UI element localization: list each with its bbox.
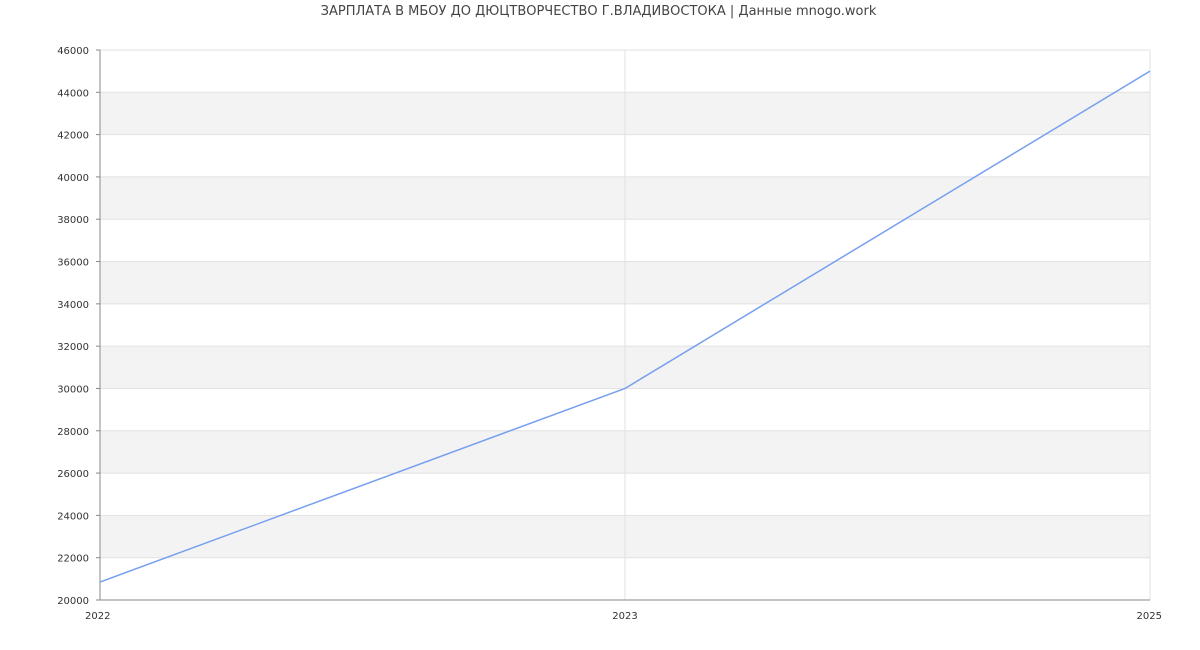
y-tick-label: 36000 bbox=[57, 258, 89, 269]
x-tick-label: 2022 bbox=[85, 611, 110, 622]
y-tick-label: 20000 bbox=[57, 596, 89, 607]
y-tick-label: 38000 bbox=[57, 215, 89, 226]
y-tick-label: 30000 bbox=[57, 384, 89, 395]
y-tick-label: 28000 bbox=[57, 427, 89, 438]
x-tick-label: 2025 bbox=[1137, 611, 1162, 622]
y-tick-label: 24000 bbox=[57, 511, 89, 522]
y-tick-label: 42000 bbox=[57, 131, 89, 142]
y-tick-label: 22000 bbox=[57, 554, 89, 565]
y-tick-label: 26000 bbox=[57, 469, 89, 480]
y-tick-label: 40000 bbox=[57, 173, 89, 184]
x-tick-label: 2023 bbox=[612, 611, 637, 622]
y-tick-label: 44000 bbox=[57, 88, 89, 99]
y-tick-label: 34000 bbox=[57, 300, 89, 311]
y-tick-label: 46000 bbox=[57, 46, 89, 57]
y-tick-label: 32000 bbox=[57, 342, 89, 353]
chart-title: ЗАРПЛАТА В МБОУ ДО ДЮЦТВОРЧЕСТВО Г.ВЛАДИ… bbox=[320, 4, 877, 19]
